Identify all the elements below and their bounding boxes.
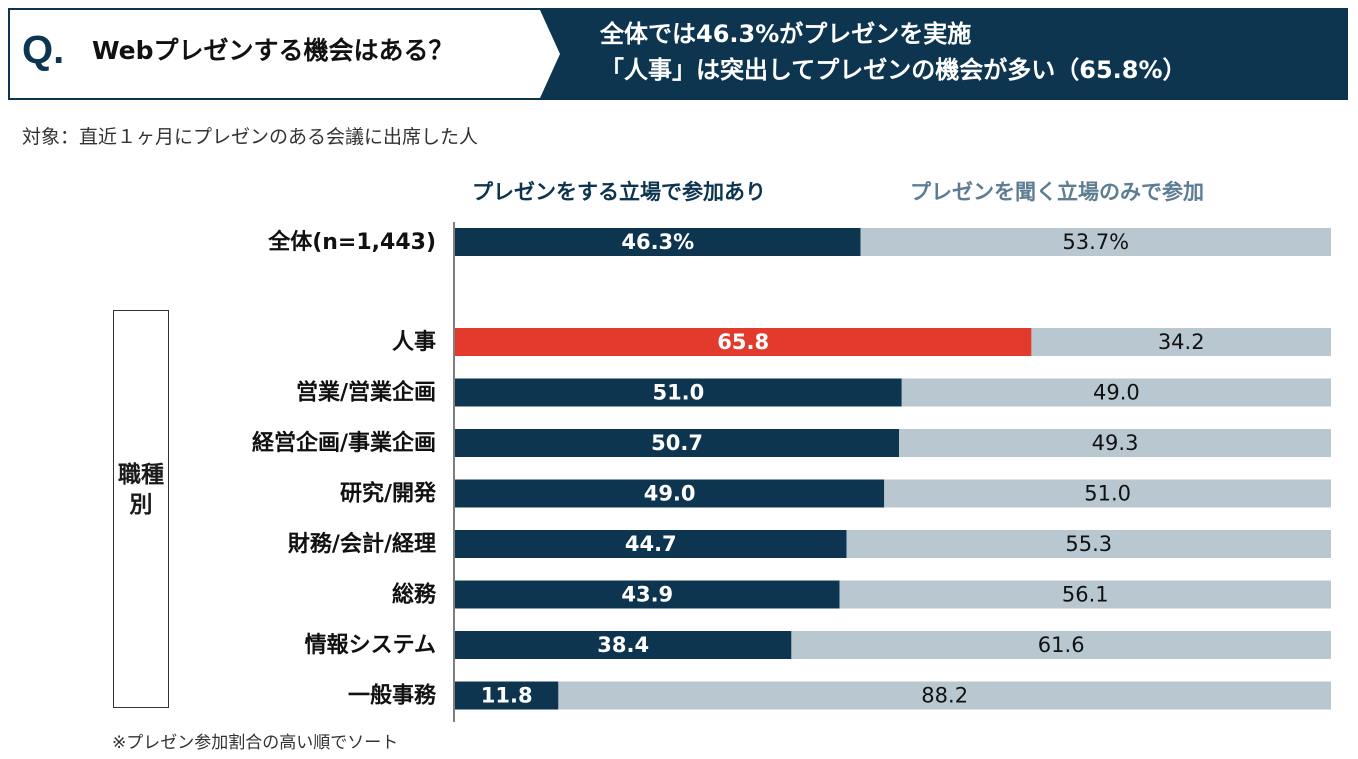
value-label-present: 38.4 — [597, 633, 649, 657]
headline-panel — [540, 8, 1348, 100]
value-label-listen: 49.3 — [1092, 431, 1139, 455]
value-label-listen: 53.7% — [1062, 230, 1129, 254]
bar-present — [455, 328, 1032, 356]
value-label-listen: 55.3 — [1065, 532, 1112, 556]
category-row-label: 財務/会計/経理 — [288, 531, 436, 557]
bar-present — [455, 228, 861, 256]
bar-present — [455, 429, 900, 457]
bar-listen — [860, 228, 1331, 256]
legend-listen: プレゼンを聞く立場のみで参加 — [910, 180, 1204, 204]
survey-subject: 対象：直近１ヶ月にプレゼンのある会議に出席した人 — [22, 126, 479, 148]
value-label-listen: 61.6 — [1038, 633, 1085, 657]
category-row-label: 情報システム — [305, 632, 436, 658]
bar-present — [455, 479, 885, 508]
category-row-label: 営業/営業企画 — [296, 380, 436, 406]
value-label-present: 50.7 — [651, 431, 703, 455]
bar-listen — [884, 479, 1331, 508]
bar-listen — [791, 631, 1331, 659]
bar-present — [455, 378, 902, 407]
value-label-listen: 51.0 — [1084, 482, 1131, 506]
value-label-present: 11.8 — [481, 684, 533, 708]
category-group-frame — [113, 310, 169, 708]
category-row-label: 人事 — [392, 329, 436, 355]
legend-present: プレゼンをする立場で参加あり — [472, 180, 766, 204]
question-text: Webプレゼンする機会はある？ — [92, 36, 454, 65]
bar-listen — [558, 681, 1331, 710]
value-label-present: 46.3% — [621, 230, 694, 254]
value-label-present: 43.9 — [621, 583, 673, 607]
category-row-label: 研究/開発 — [340, 481, 437, 507]
bar-listen — [846, 530, 1331, 558]
value-label-listen: 49.0 — [1093, 381, 1140, 405]
value-label-listen: 34.2 — [1158, 330, 1205, 354]
bar-present — [455, 530, 847, 558]
headline: 全体では46.3%がプレゼンを実施 「人事」は突出してプレゼンの機会が多い（65… — [600, 16, 1340, 88]
question-mark-label: Q. — [22, 28, 65, 72]
headline-line-1: 全体では46.3%がプレゼンを実施 — [600, 20, 972, 48]
category-row-label: 一般事務 — [348, 683, 437, 709]
value-label-present: 51.0 — [652, 381, 704, 405]
footnote: ※プレゼン参加割合の高い順でソート — [112, 733, 399, 753]
bar-listen — [901, 378, 1331, 407]
headline-line-2: 「人事」は突出してプレゼンの機会が多い（65.8%） — [600, 56, 1187, 84]
value-label-present: 65.8 — [717, 330, 769, 354]
bar-present — [455, 681, 559, 710]
total-row-label: 全体(n=1,443) — [267, 229, 436, 255]
value-label-present: 49.0 — [644, 482, 696, 506]
bar-listen — [1031, 328, 1331, 356]
bar-listen — [899, 429, 1331, 457]
category-group-label: 職種別 — [118, 462, 164, 518]
bar-present — [455, 631, 792, 659]
value-label-present: 44.7 — [625, 532, 677, 556]
bar-listen — [839, 580, 1331, 609]
category-row-label: 総務 — [392, 582, 437, 608]
value-label-listen: 88.2 — [921, 684, 968, 708]
bar-present — [455, 580, 840, 609]
category-row-label: 経営企画/事業企画 — [252, 430, 436, 456]
value-label-listen: 56.1 — [1062, 583, 1109, 607]
